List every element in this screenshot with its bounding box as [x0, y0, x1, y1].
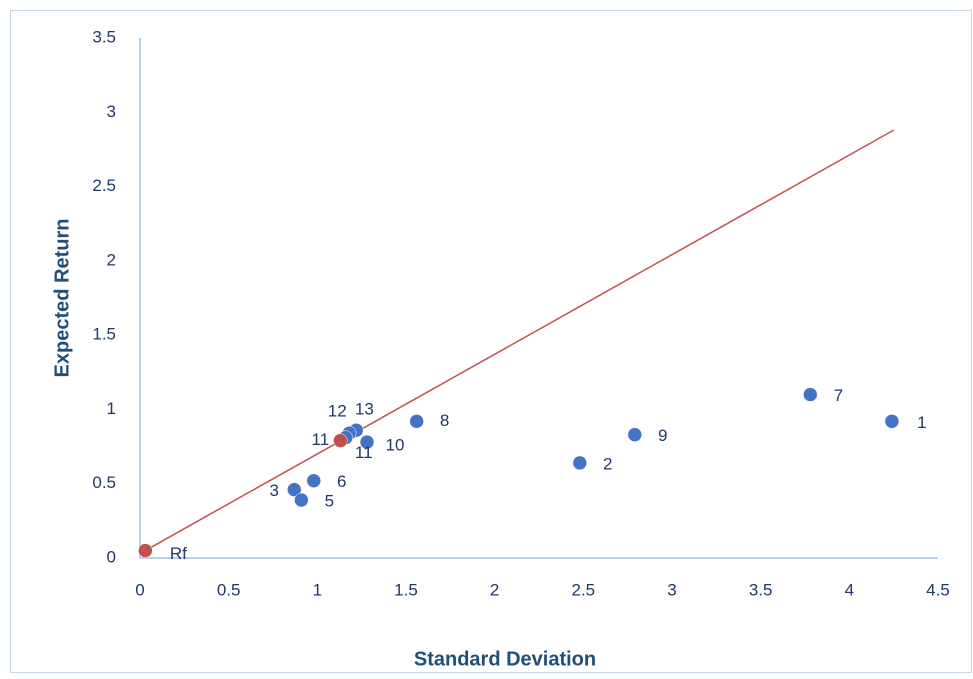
- y-tick-label: 3.5: [92, 27, 116, 46]
- y-tick-label: 2.5: [92, 176, 116, 195]
- x-tick-label: 1.5: [394, 580, 418, 599]
- x-tick-label: 3: [667, 580, 676, 599]
- point-label: 11: [355, 443, 373, 462]
- point: [627, 427, 643, 442]
- point: [803, 387, 818, 402]
- x-tick-label: 4.5: [926, 580, 950, 599]
- line: [144, 129, 895, 552]
- point: [294, 492, 309, 508]
- point-label: Rf: [170, 544, 187, 563]
- y-tick-label: 0: [107, 547, 116, 566]
- point-label: 11: [312, 430, 330, 449]
- point: [884, 414, 900, 429]
- y-tick-label: 0.5: [92, 473, 116, 492]
- y-axis-title: Expected Return: [51, 219, 73, 378]
- point: [138, 543, 153, 558]
- y-tick-label: 2: [107, 250, 116, 269]
- point: [572, 455, 588, 471]
- point-label: 3: [270, 481, 279, 500]
- point: [333, 433, 348, 448]
- point-label: 12: [328, 402, 347, 421]
- y-tick-label: 1: [107, 399, 116, 418]
- x-tick-label: 2: [490, 580, 499, 599]
- y-tick-label: 1.5: [92, 325, 116, 344]
- point: [359, 434, 375, 450]
- point: [306, 473, 322, 488]
- point-label: 5: [325, 492, 334, 511]
- point: [287, 482, 302, 497]
- x-tick-label: 1: [313, 580, 322, 599]
- point-label: 10: [386, 436, 405, 455]
- x-axis-title: Standard Deviation: [414, 648, 596, 670]
- point-label: 2: [603, 454, 612, 473]
- x-tick-label: 3.5: [749, 580, 773, 599]
- point-label: 1: [917, 413, 926, 432]
- y-tick-label: 3: [107, 102, 116, 121]
- point: [409, 414, 424, 429]
- x-tick-label: 4: [845, 580, 854, 599]
- x-tick-label: 0: [135, 580, 144, 599]
- chart-border: [10, 10, 972, 673]
- point-label: 9: [658, 426, 667, 445]
- x-tick-label: 0.5: [217, 580, 241, 599]
- point-label: 13: [355, 400, 374, 419]
- point-label: 6: [337, 472, 346, 491]
- point-label: 8: [440, 411, 449, 430]
- x-tick-label: 2.5: [572, 580, 596, 599]
- point-label: 7: [834, 386, 843, 405]
